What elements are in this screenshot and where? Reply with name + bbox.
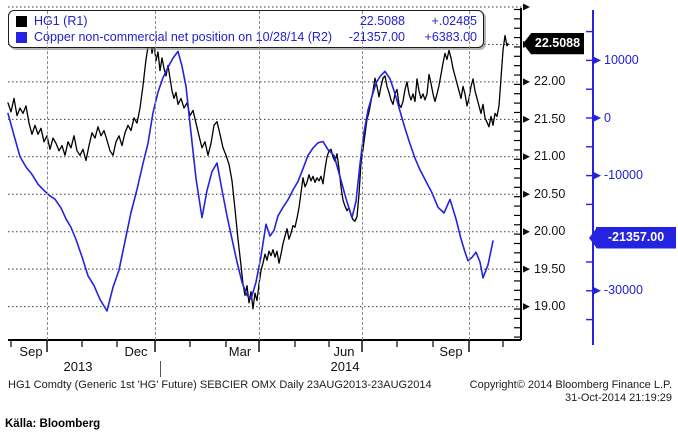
- hg1-price-line: [7, 34, 509, 310]
- r1-tick-arrow: [523, 190, 530, 198]
- r1-axis-label: 21.50: [534, 111, 566, 126]
- r1-tick-arrow: [523, 153, 530, 161]
- r1-tick-arrow: [523, 265, 530, 273]
- legend-row-hg1: HG1 (R1) 22.5088 +.02485: [9, 14, 483, 30]
- r2-last-position-badge: -21357.00: [596, 227, 676, 248]
- copper-change-value: +6383.00: [424, 30, 477, 44]
- r2-axis-label: 0: [604, 110, 611, 125]
- hg1-last-value: 22.5088: [359, 14, 405, 28]
- r2-axis-label: -30000: [604, 283, 643, 298]
- r1-axis-label: 20.50: [534, 186, 566, 201]
- r1-axis-label: 19.00: [534, 299, 566, 314]
- r1-tick-arrow: [523, 3, 530, 11]
- r2-tick-arrow: [594, 287, 601, 295]
- vgridline: [155, 11, 156, 340]
- x-axis-month-label: Mar: [228, 344, 252, 359]
- chart-legend: HG1 (R1) 22.5088 +.02485 Copper non-comm…: [8, 10, 484, 48]
- r1-tick-arrow: [523, 115, 530, 123]
- r2-tick-arrow: [594, 114, 601, 122]
- hg1-series-label: HG1 (R1): [34, 14, 88, 28]
- x-axis-month-label: Dec: [124, 344, 148, 359]
- r1-tick-arrow: [523, 228, 530, 236]
- r1-tick-arrow: [523, 78, 530, 86]
- hg1-series-swatch: [16, 16, 27, 27]
- r1-axis-label: 20.00: [534, 224, 566, 239]
- vgridline: [259, 11, 260, 340]
- legend-row-copper-position: Copper non-commercial net position on 10…: [9, 30, 483, 46]
- copper-last-value: -21357.00: [348, 30, 405, 44]
- r1-axis-label: 21.00: [534, 149, 566, 164]
- x-axis-month-label: Jun: [333, 344, 355, 359]
- year-divider-line: [160, 361, 161, 377]
- r1-axis-label: 22.00: [534, 74, 566, 89]
- copyright-text: Copyright© 2014 Bloomberg Finance L.P.: [469, 379, 672, 391]
- hg1-change-value: +.02485: [431, 14, 477, 28]
- source-note: Källa: Bloomberg: [5, 418, 101, 430]
- copper-series-swatch: [16, 32, 27, 43]
- x-axis-year-label: 2013: [63, 359, 93, 374]
- r2-axis-label: -10000: [604, 168, 643, 183]
- copper-position-line: [7, 50, 494, 312]
- timestamp-text: 31-Oct-2014 21:19:29: [564, 392, 672, 404]
- r1-tick-arrow: [523, 303, 530, 311]
- vgridline: [362, 11, 363, 340]
- r1-axis-label: 19.50: [534, 261, 566, 276]
- r2-tick-arrow: [594, 56, 601, 64]
- r2-axis-label: 10000: [604, 52, 639, 67]
- chart-descriptor-text: HG1 Comdty (Generic 1st 'HG' Future) SEB…: [8, 379, 432, 391]
- copper-series-label: Copper non-commercial net position on 10…: [34, 30, 333, 44]
- r1-last-price-badge: 22.5088: [531, 33, 584, 54]
- r2-tick-arrow: [594, 172, 601, 180]
- x-axis-month-label: Sep: [439, 344, 463, 359]
- vgridline: [469, 11, 470, 340]
- x-axis-year-label: 2014: [330, 359, 360, 374]
- x-axis-month-label: Sep: [19, 344, 43, 359]
- vgridline: [47, 11, 48, 340]
